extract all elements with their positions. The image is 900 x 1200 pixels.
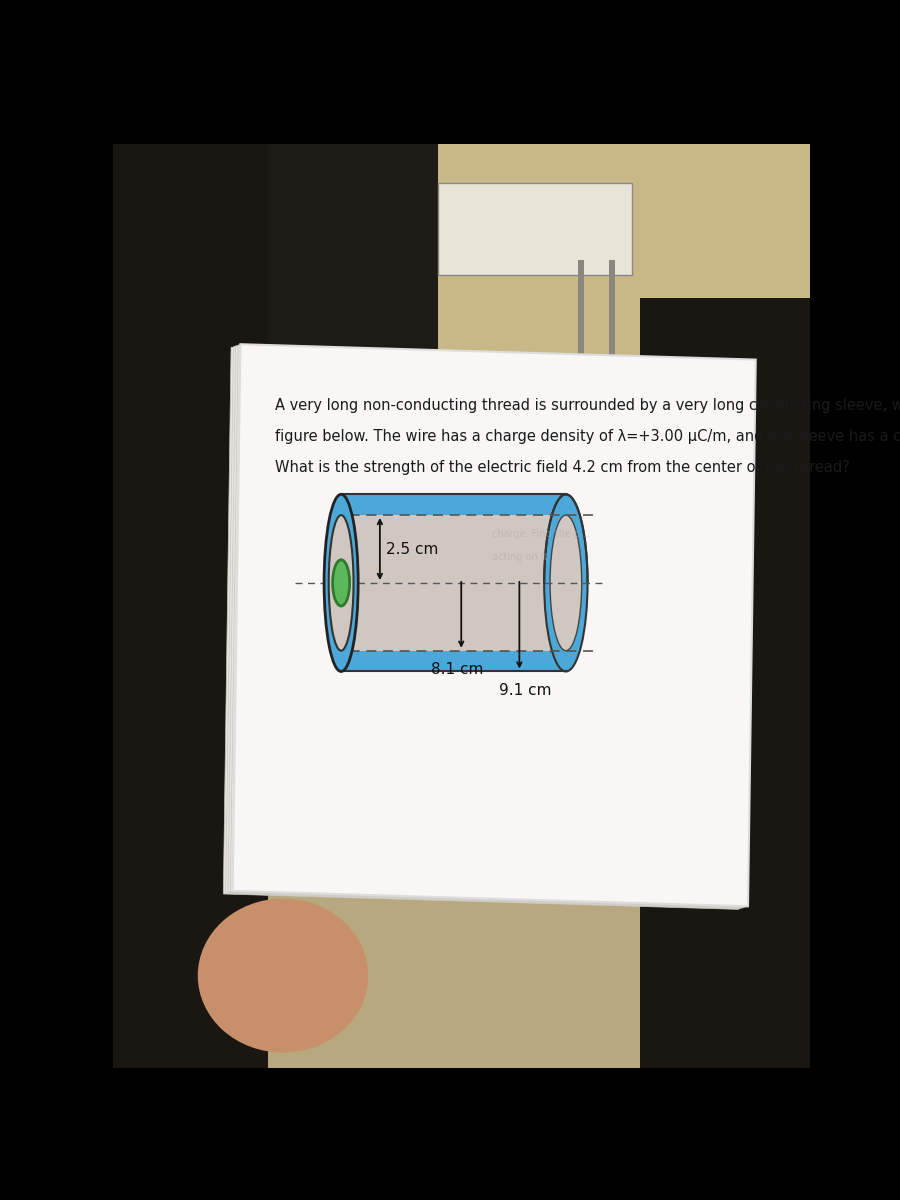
Ellipse shape: [550, 515, 581, 650]
Text: charge. Find the p...: charge. Find the p...: [492, 529, 590, 539]
Bar: [112, 144, 438, 606]
Ellipse shape: [544, 494, 588, 672]
Polygon shape: [226, 347, 749, 908]
Ellipse shape: [328, 515, 354, 650]
Bar: [112, 683, 810, 1068]
Bar: [112, 144, 267, 1068]
Polygon shape: [228, 346, 752, 908]
Bar: [608, 259, 615, 414]
Bar: [112, 298, 810, 838]
Ellipse shape: [324, 494, 358, 672]
Text: acting on it: acting on it: [492, 552, 547, 562]
Bar: [341, 494, 566, 515]
Bar: [341, 650, 566, 672]
Text: figure below. The wire has a charge density of λ=+3.00 μC/m, and the sleeve has : figure below. The wire has a charge dens…: [275, 428, 900, 444]
Bar: [341, 515, 566, 650]
Polygon shape: [223, 347, 746, 910]
Text: A very long non-conducting thread is surrounded by a very long conducting sleeve: A very long non-conducting thread is sur…: [275, 398, 900, 413]
Bar: [640, 298, 810, 1068]
Text: 8.1 cm: 8.1 cm: [431, 662, 483, 677]
Text: 2.5 cm: 2.5 cm: [386, 541, 438, 557]
Text: What is the strength of the electric field 4.2 cm from the center of the thread?: What is the strength of the electric fie…: [275, 460, 850, 475]
Ellipse shape: [198, 899, 368, 1052]
Bar: [112, 144, 810, 298]
Bar: [422, 144, 810, 529]
Polygon shape: [230, 344, 753, 907]
Polygon shape: [232, 344, 756, 906]
Ellipse shape: [333, 559, 349, 606]
Text: 9.1 cm: 9.1 cm: [500, 683, 552, 698]
Bar: [578, 259, 584, 414]
Bar: [438, 182, 632, 275]
